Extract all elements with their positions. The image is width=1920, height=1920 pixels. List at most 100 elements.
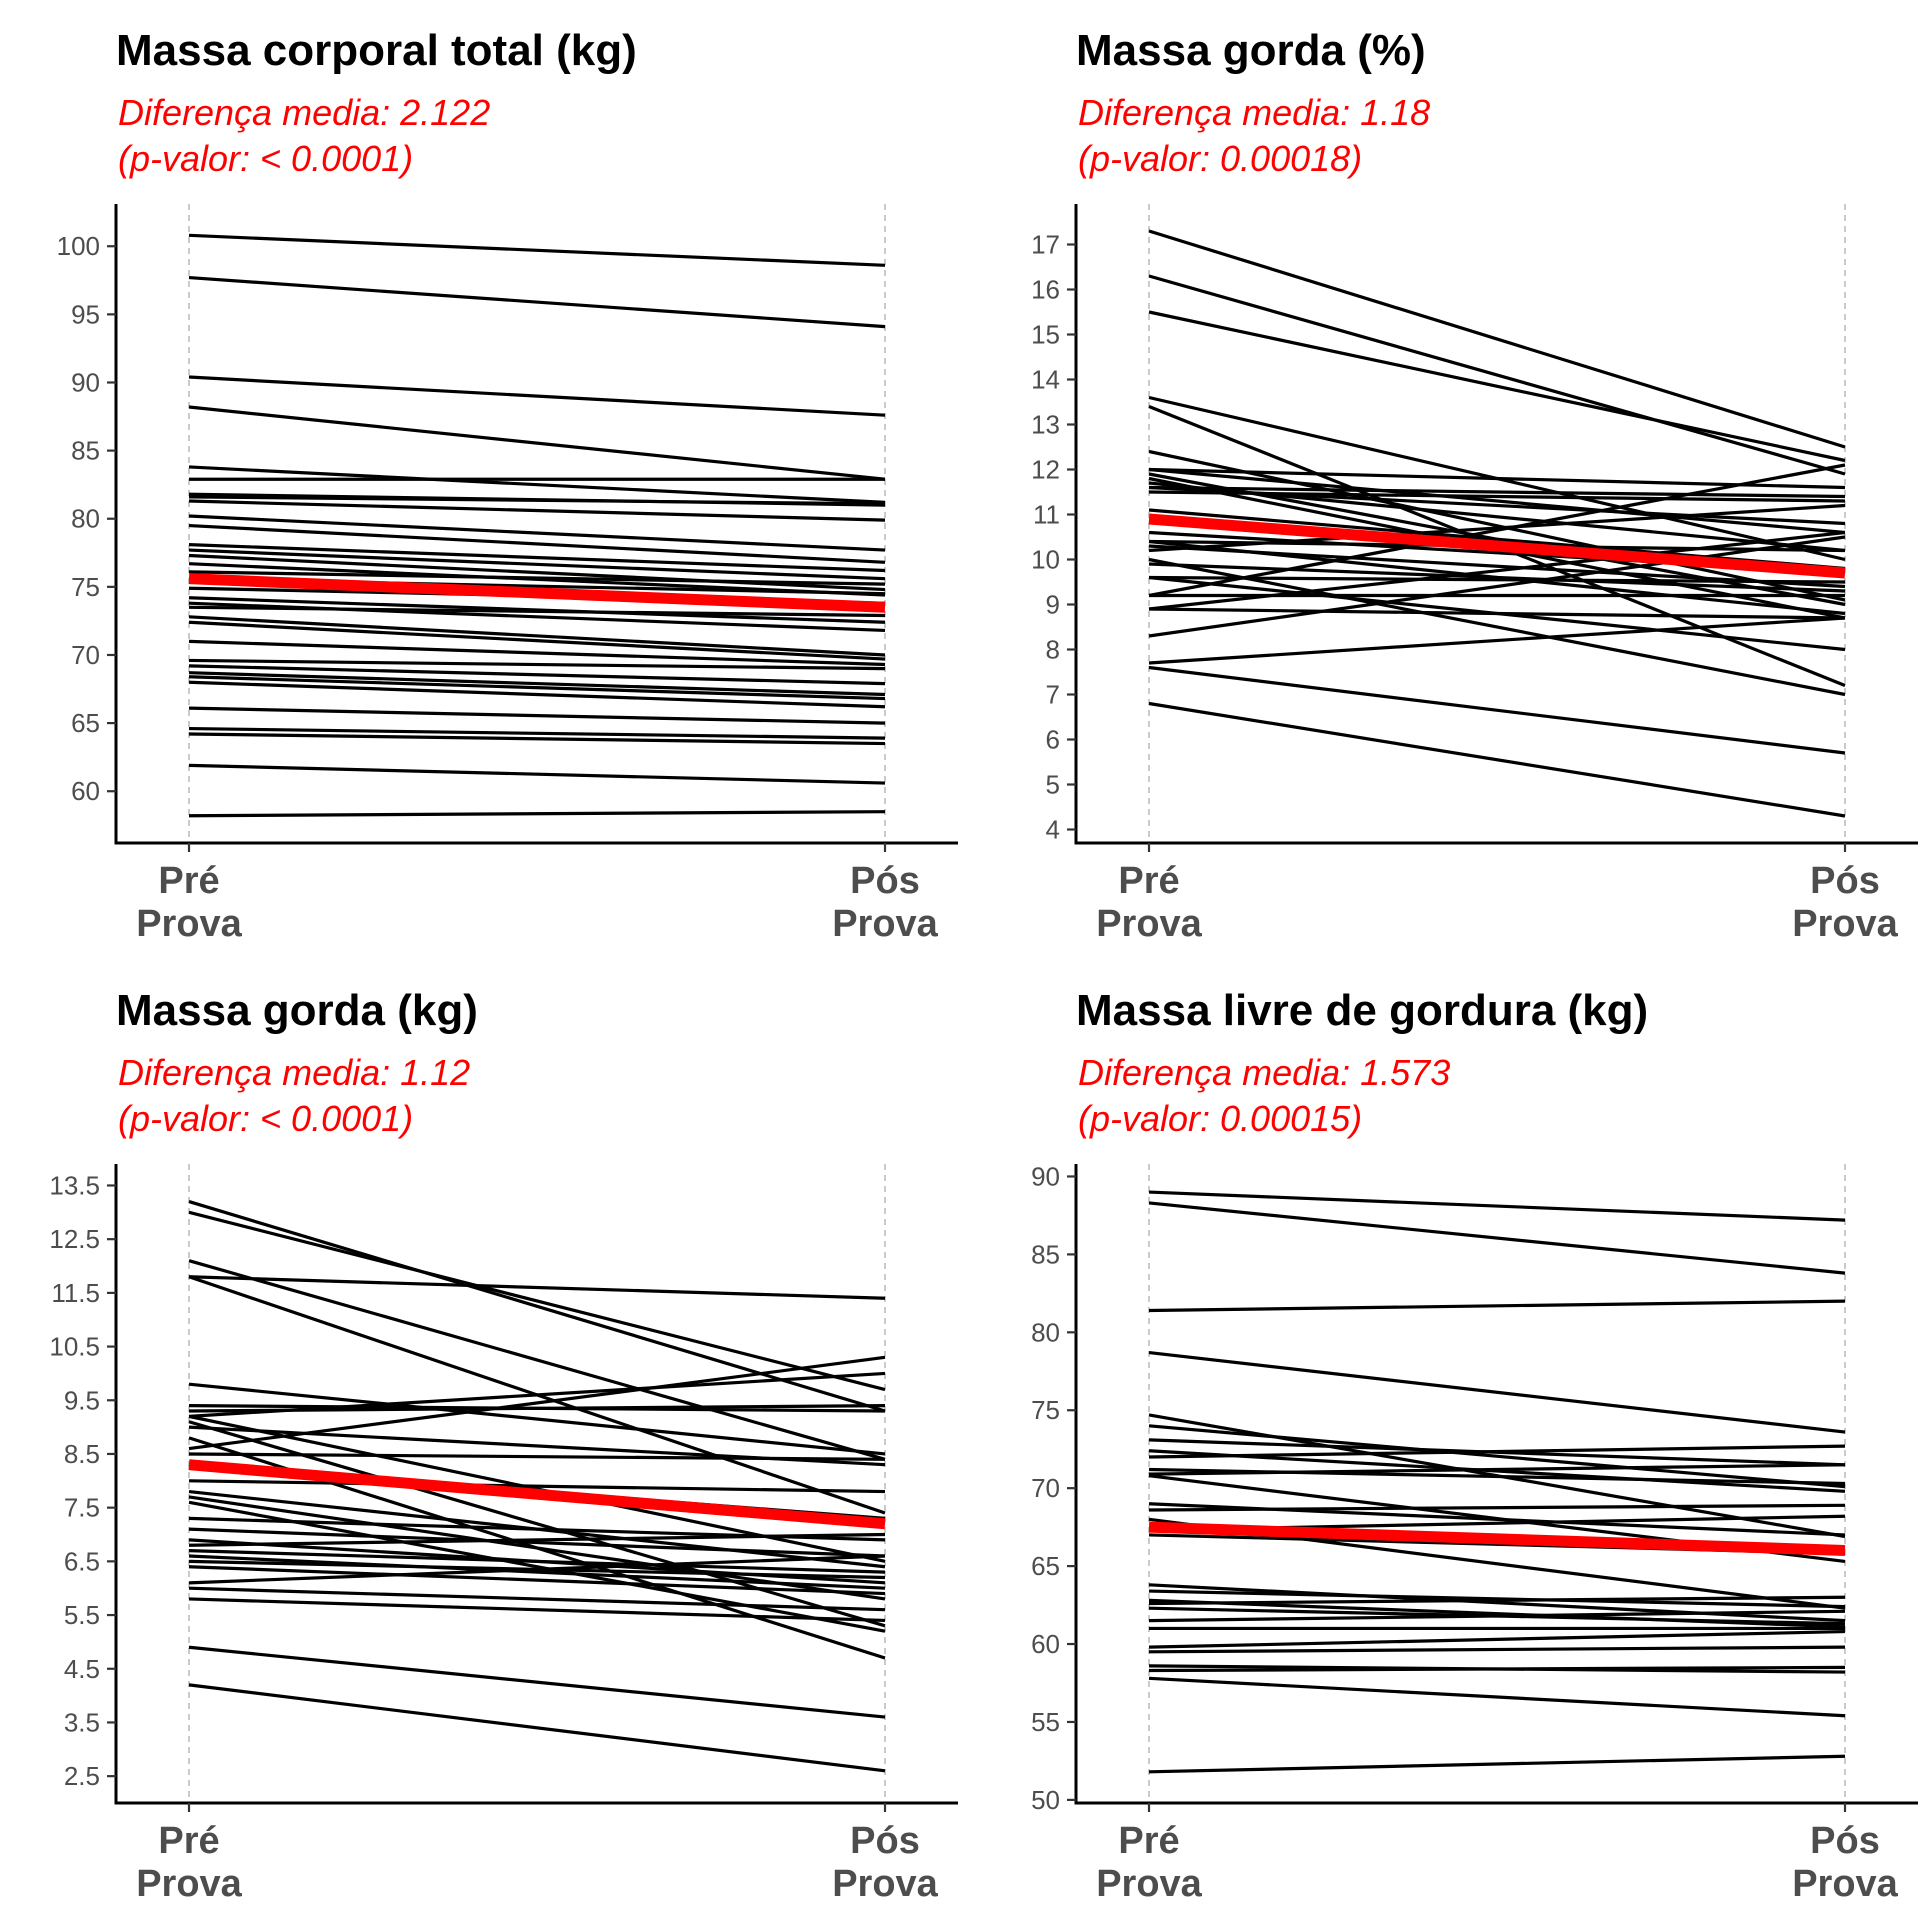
individual-line	[188, 548, 886, 581]
x-tick-label-line: Pré	[158, 860, 219, 902]
y-tick-label: 90	[1031, 1161, 1060, 1191]
x-tick-label: Pós Prova	[832, 1820, 938, 1905]
individual-line	[1148, 1201, 1846, 1275]
individual-line	[188, 465, 886, 504]
individual-line	[188, 605, 886, 618]
chart-subtitle-p-value: (p-valor: < 0.0001)	[118, 1098, 414, 1139]
individual-line	[188, 1452, 886, 1461]
chart-title: Massa gorda (%)	[1076, 26, 1426, 75]
y-tick-label: 4	[1046, 815, 1060, 845]
y-tick-label: 8	[1046, 635, 1060, 665]
x-tick-label-line: Pré	[1118, 860, 1179, 902]
y-tick-label: 9.5	[64, 1385, 100, 1415]
individual-line	[1148, 229, 1846, 449]
y-tick-label: 50	[1031, 1785, 1060, 1815]
y-tick-label: 6.5	[64, 1546, 100, 1576]
y-tick-label: 70	[1031, 1473, 1060, 1503]
individual-line	[1148, 274, 1846, 476]
individual-line	[188, 233, 886, 267]
mean-line	[188, 573, 886, 613]
individual-line	[188, 405, 886, 481]
individual-line	[188, 671, 886, 697]
individual-line	[1148, 485, 1846, 499]
x-tick-label-line: Pré	[158, 1820, 219, 1862]
y-tick-label: 80	[1031, 1317, 1060, 1347]
panel-massa-gorda-percent: Massa gorda (%) Diferença media: 1.18 (p…	[960, 0, 1920, 960]
x-tick-label: Pré Prova	[1096, 1820, 1202, 1905]
individual-line	[1148, 530, 1846, 611]
y-tick-label: 55	[1031, 1707, 1060, 1737]
individual-line	[188, 1645, 886, 1719]
individual-line	[188, 553, 886, 592]
chart-subtitle-mean-diff: Diferença media: 1.573	[1078, 1052, 1451, 1093]
mean-line	[1148, 513, 1846, 579]
y-tick-label: 2.5	[64, 1761, 100, 1791]
individual-line	[188, 1586, 886, 1612]
y-tick-label: 75	[1031, 1395, 1060, 1425]
y-tick-label: 100	[57, 231, 100, 261]
chart-subtitle-p-value: (p-valor: 0.00015)	[1078, 1098, 1363, 1139]
individual-line	[188, 726, 886, 740]
individual-line	[188, 763, 886, 785]
individual-line	[188, 1554, 886, 1590]
individual-line	[1148, 665, 1846, 755]
y-tick-label: 10.5	[49, 1332, 100, 1362]
individual-line	[188, 1355, 886, 1451]
x-tick-label-line: Prova	[136, 1863, 242, 1905]
y-tick-label: 9	[1046, 590, 1060, 620]
y-tick-label: 11	[1033, 500, 1060, 530]
individual-line	[188, 1420, 886, 1628]
individual-line	[188, 1479, 886, 1494]
individual-line	[188, 1554, 886, 1585]
chart-subtitle-mean-diff: Diferença media: 1.12	[118, 1052, 471, 1093]
chart-title: Massa gorda (kg)	[116, 986, 478, 1035]
panel-massa-gorda-kg: Massa gorda (kg) Diferença media: 1.12 (…	[0, 960, 960, 1920]
y-tick-label: 65	[71, 708, 100, 738]
x-tick-label-line: Pré	[1118, 1820, 1179, 1862]
y-tick-label: 11.5	[51, 1278, 100, 1308]
x-tick-label-line: Pós	[850, 860, 920, 902]
individual-line	[188, 639, 886, 667]
individual-line	[188, 732, 886, 746]
y-tick-label: 65	[1031, 1551, 1060, 1581]
x-tick-label: Pós Prova	[832, 860, 938, 945]
x-tick-label-line: Prova	[1096, 903, 1202, 945]
individual-line	[1148, 1299, 1846, 1313]
chart-subtitle-p-value: (p-valor: < 0.0001)	[118, 138, 414, 179]
individual-line	[188, 1565, 886, 1596]
individual-line	[1148, 557, 1846, 697]
x-tick-label: Pré Prova	[136, 860, 242, 945]
individual-line	[188, 1259, 886, 1461]
y-tick-label: 60	[71, 776, 100, 806]
individual-line	[188, 1516, 886, 1542]
y-tick-label: 85	[71, 436, 100, 466]
individual-line	[188, 514, 886, 552]
individual-line	[1148, 1503, 1846, 1512]
individual-line	[1148, 701, 1846, 818]
chart-subtitle-p-value: (p-valor: 0.00018)	[1078, 138, 1363, 179]
individual-line	[1148, 1629, 1846, 1649]
individual-line	[188, 620, 886, 661]
y-tick-label: 14	[1031, 365, 1060, 395]
y-tick-label: 5.5	[64, 1600, 100, 1630]
x-tick-label-line: Pós	[850, 1820, 920, 1862]
individual-line	[1148, 1665, 1846, 1673]
individual-line	[1148, 310, 1846, 463]
y-tick-label: 70	[71, 640, 100, 670]
individual-line	[1148, 1444, 1846, 1459]
x-tick-label-line: Prova	[136, 903, 242, 945]
individual-line	[1148, 1676, 1846, 1718]
individual-line	[188, 495, 886, 506]
individual-line	[188, 1371, 886, 1418]
individual-line	[1148, 467, 1846, 535]
y-tick-label: 60	[1031, 1629, 1060, 1659]
x-tick-label: Pré Prova	[1096, 860, 1202, 945]
x-tick-label-line: Prova	[1792, 903, 1898, 945]
individual-line	[188, 680, 886, 709]
individual-line	[188, 1200, 886, 1413]
individual-line	[1148, 1424, 1846, 1489]
y-tick-label: 10	[1031, 545, 1060, 575]
individual-line	[1148, 449, 1846, 602]
individual-line	[1148, 1350, 1846, 1434]
